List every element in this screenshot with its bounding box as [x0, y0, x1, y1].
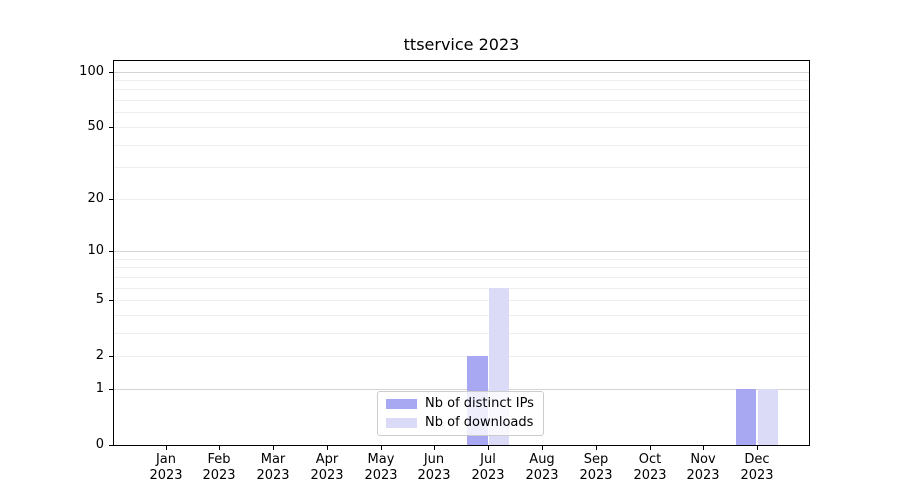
x-tick-apr [327, 446, 328, 450]
y-tick-50 [109, 127, 113, 128]
y-tick-100 [109, 72, 113, 73]
gridline-minor-2 [114, 356, 809, 357]
x-tick-year: 2023 [633, 468, 667, 483]
x-tick-label-apr: Apr 2023 [295, 452, 359, 484]
gridline-major-100 [114, 72, 809, 73]
x-tick-year: 2023 [364, 468, 398, 483]
x-tick-month: Aug [529, 452, 555, 467]
gridline-minor-50 [114, 127, 809, 128]
x-tick-month: Jun [423, 452, 445, 467]
gridline-major-10 [114, 251, 809, 252]
x-tick-nov [703, 446, 704, 450]
y-tick-label-50: 50 [87, 119, 104, 134]
gridline-minor-30 [114, 167, 809, 168]
y-tick-label-5: 5 [95, 292, 104, 307]
x-tick-year: 2023 [256, 468, 290, 483]
x-tick-sep [596, 446, 597, 450]
x-tick-month: May [367, 452, 395, 467]
bar-downloads-dec [757, 388, 779, 445]
y-tick-label-1: 1 [95, 381, 104, 396]
gridline-major-1 [114, 389, 809, 390]
legend-item-distinct-ips: Nb of distinct IPs [386, 394, 535, 414]
x-tick-feb [219, 446, 220, 450]
x-tick-label-jun: Jun 2023 [402, 452, 466, 484]
gridline-minor-40 [114, 145, 809, 146]
x-tick-mar [273, 446, 274, 450]
x-tick-month: Nov [690, 452, 716, 467]
x-tick-month: Oct [638, 452, 662, 467]
legend-label-distinct-ips: Nb of distinct IPs [425, 395, 534, 411]
y-tick-label-2: 2 [95, 348, 104, 363]
x-tick-label-oct: Oct 2023 [618, 452, 682, 484]
x-tick-year: 2023 [310, 468, 344, 483]
x-tick-may [381, 446, 382, 450]
legend-item-downloads: Nb of downloads [386, 414, 535, 434]
chart-title: ttservice 2023 [403, 35, 520, 54]
legend-swatch-downloads-icon [386, 418, 417, 429]
gridline-minor-20 [114, 199, 809, 200]
gridline-minor-5 [114, 300, 809, 301]
plot-area [113, 60, 810, 446]
x-tick-oct [650, 446, 651, 450]
gridline-minor-6 [114, 288, 809, 289]
legend-label-downloads: Nb of downloads [425, 415, 534, 431]
x-tick-label-mar: Mar 2023 [241, 452, 305, 484]
gridline-minor-3 [114, 333, 809, 334]
y-tick-label-100: 100 [79, 64, 104, 79]
y-tick-label-0: 0 [95, 437, 104, 452]
x-tick-label-dec: Dec 2023 [725, 452, 789, 484]
x-tick-jul [488, 446, 489, 450]
y-tick-label-10: 10 [87, 243, 104, 258]
x-tick-year: 2023 [525, 468, 559, 483]
legend-swatch-distinct-ips-icon [386, 398, 417, 409]
x-tick-jun [434, 446, 435, 450]
x-tick-label-sep: Sep 2023 [564, 452, 628, 484]
x-tick-year: 2023 [417, 468, 451, 483]
y-tick-10 [109, 251, 113, 252]
x-tick-year: 2023 [740, 468, 774, 483]
x-tick-month: Jul [480, 452, 496, 467]
y-tick-label-20: 20 [87, 191, 104, 206]
x-tick-dec [757, 446, 758, 450]
x-tick-year: 2023 [471, 468, 505, 483]
x-tick-month: Feb [207, 452, 231, 467]
y-tick-20 [109, 199, 113, 200]
y-tick-1 [109, 389, 113, 390]
gridline-minor-80 [114, 89, 809, 90]
y-tick-2 [109, 356, 113, 357]
gridline-minor-9 [114, 259, 809, 260]
x-tick-label-jul: Jul 2023 [456, 452, 520, 484]
legend: Nb of distinct IPs Nb of downloads [377, 391, 544, 436]
gridline-minor-8 [114, 267, 809, 268]
x-tick-month: Sep [583, 452, 609, 467]
y-tick-0 [109, 445, 113, 446]
x-tick-label-jan: Jan 2023 [134, 452, 198, 484]
gridline-minor-90 [114, 80, 809, 81]
x-tick-label-aug: Aug 2023 [510, 452, 574, 484]
gridline-minor-70 [114, 100, 809, 101]
x-tick-label-may: May 2023 [349, 452, 413, 484]
x-tick-year: 2023 [149, 468, 183, 483]
x-tick-year: 2023 [579, 468, 613, 483]
bar-distinct-ips-dec [735, 388, 757, 445]
x-tick-year: 2023 [686, 468, 720, 483]
x-tick-label-feb: Feb 2023 [187, 452, 251, 484]
x-tick-aug [542, 446, 543, 450]
x-tick-month: Dec [744, 452, 770, 467]
y-tick-5 [109, 300, 113, 301]
x-tick-month: Apr [315, 452, 339, 467]
gridline-minor-4 [114, 315, 809, 316]
x-tick-year: 2023 [202, 468, 236, 483]
x-tick-jan [166, 446, 167, 450]
gridline-minor-7 [114, 277, 809, 278]
x-tick-month: Mar [260, 452, 286, 467]
x-tick-month: Jan [155, 452, 177, 467]
gridline-minor-60 [114, 112, 809, 113]
x-tick-label-nov: Nov 2023 [671, 452, 735, 484]
